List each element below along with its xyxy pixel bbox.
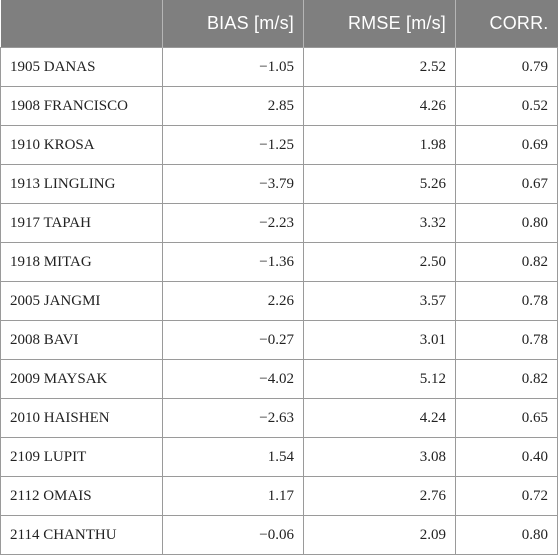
bias-cell: −1.25 [162,125,304,165]
table-row: 1917 TAPAH −2.23 3.32 0.80 [0,203,558,243]
bias-cell: 2.85 [162,86,304,126]
bias-cell: −2.63 [162,398,304,438]
header-row: BIAS [m/s] RMSE [m/s] CORR. [0,0,558,48]
table-row: 1908 FRANCISCO 2.85 4.26 0.52 [0,86,558,126]
header-name [0,0,163,48]
table-body: 1905 DANAS −1.05 2.52 0.79 1908 FRANCISC… [0,47,558,555]
bias-cell: −0.27 [162,320,304,360]
typhoon-name-cell: 2009 MAYSAK [0,359,163,399]
table-header: BIAS [m/s] RMSE [m/s] CORR. [0,0,558,48]
corr-cell: 0.67 [455,164,558,204]
table-row: 1905 DANAS −1.05 2.52 0.79 [0,47,558,87]
table-row: 2112 OMAIS 1.17 2.76 0.72 [0,476,558,516]
rmse-cell: 2.50 [303,242,456,282]
typhoon-name-cell: 1908 FRANCISCO [0,86,163,126]
corr-cell: 0.65 [455,398,558,438]
bias-cell: 2.26 [162,281,304,321]
rmse-cell: 5.26 [303,164,456,204]
rmse-cell: 4.24 [303,398,456,438]
typhoon-name-cell: 1910 KROSA [0,125,163,165]
rmse-cell: 1.98 [303,125,456,165]
typhoon-name-cell: 2008 BAVI [0,320,163,360]
table-row: 2109 LUPIT 1.54 3.08 0.40 [0,437,558,477]
typhoon-name-cell: 1905 DANAS [0,47,163,87]
table-row: 1910 KROSA −1.25 1.98 0.69 [0,125,558,165]
corr-cell: 0.72 [455,476,558,516]
rmse-cell: 4.26 [303,86,456,126]
typhoon-name-cell: 2005 JANGMI [0,281,163,321]
typhoon-name-cell: 1918 MITAG [0,242,163,282]
header-bias: BIAS [m/s] [162,0,304,48]
table-row: 2008 BAVI −0.27 3.01 0.78 [0,320,558,360]
table-row: 1918 MITAG −1.36 2.50 0.82 [0,242,558,282]
typhoon-name-cell: 1913 LINGLING [0,164,163,204]
header-rmse: RMSE [m/s] [303,0,456,48]
table-row: 2010 HAISHEN −2.63 4.24 0.65 [0,398,558,438]
rmse-cell: 5.12 [303,359,456,399]
typhoon-name-cell: 2112 OMAIS [0,476,163,516]
corr-cell: 0.80 [455,203,558,243]
typhoon-name-cell: 2010 HAISHEN [0,398,163,438]
corr-cell: 0.52 [455,86,558,126]
rmse-cell: 2.52 [303,47,456,87]
bias-cell: −0.06 [162,515,304,555]
bias-cell: −1.36 [162,242,304,282]
rmse-cell: 3.08 [303,437,456,477]
corr-cell: 0.78 [455,320,558,360]
corr-cell: 0.82 [455,359,558,399]
table-row: 2009 MAYSAK −4.02 5.12 0.82 [0,359,558,399]
table-row: 2114 CHANTHU −0.06 2.09 0.80 [0,515,558,555]
bias-cell: −3.79 [162,164,304,204]
typhoon-name-cell: 2109 LUPIT [0,437,163,477]
bias-cell: −4.02 [162,359,304,399]
typhoon-name-cell: 2114 CHANTHU [0,515,163,555]
table-row: 2005 JANGMI 2.26 3.57 0.78 [0,281,558,321]
table-row: 1913 LINGLING −3.79 5.26 0.67 [0,164,558,204]
corr-cell: 0.82 [455,242,558,282]
bias-cell: −1.05 [162,47,304,87]
typhoon-name-cell: 1917 TAPAH [0,203,163,243]
bias-cell: −2.23 [162,203,304,243]
corr-cell: 0.79 [455,47,558,87]
header-corr: CORR. [455,0,558,48]
bias-cell: 1.17 [162,476,304,516]
rmse-cell: 3.57 [303,281,456,321]
corr-cell: 0.78 [455,281,558,321]
rmse-cell: 3.32 [303,203,456,243]
rmse-cell: 2.76 [303,476,456,516]
corr-cell: 0.40 [455,437,558,477]
corr-cell: 0.80 [455,515,558,555]
rmse-cell: 2.09 [303,515,456,555]
bias-cell: 1.54 [162,437,304,477]
rmse-cell: 3.01 [303,320,456,360]
corr-cell: 0.69 [455,125,558,165]
